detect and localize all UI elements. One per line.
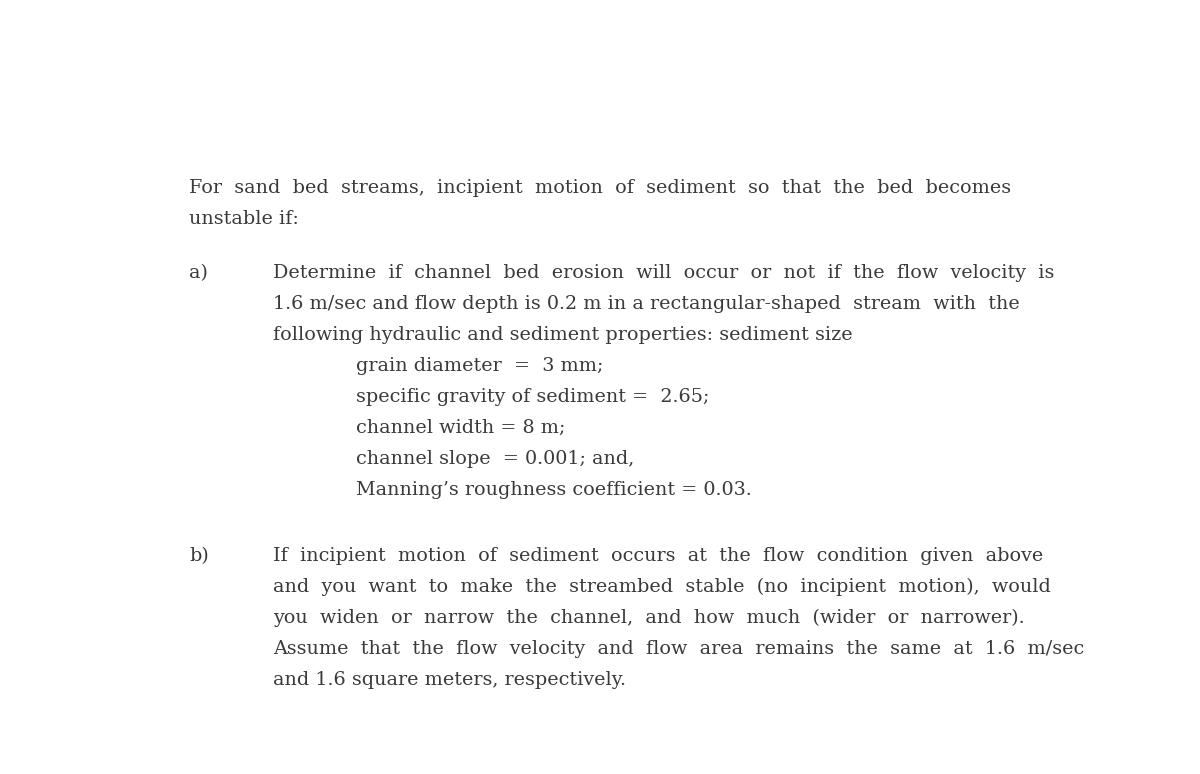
- Text: specific gravity of sediment =  2.65;: specific gravity of sediment = 2.65;: [356, 388, 710, 406]
- Text: unstable if:: unstable if:: [190, 211, 299, 228]
- Text: grain diameter  =  3 mm;: grain diameter = 3 mm;: [356, 357, 604, 375]
- Text: channel slope  = 0.001; and,: channel slope = 0.001; and,: [356, 450, 635, 467]
- Text: a): a): [190, 264, 208, 282]
- Text: 1.6 m/sec and flow depth is 0.2 m in a rectangular-shaped  stream  with  the: 1.6 m/sec and flow depth is 0.2 m in a r…: [272, 295, 1020, 313]
- Text: Manning’s roughness coefficient = 0.03.: Manning’s roughness coefficient = 0.03.: [356, 481, 752, 499]
- Text: If  incipient  motion  of  sediment  occurs  at  the  flow  condition  given  ab: If incipient motion of sediment occurs a…: [272, 546, 1043, 565]
- Text: and  you  want  to  make  the  streambed  stable  (no  incipient  motion),  woul: and you want to make the streambed stabl…: [272, 577, 1051, 596]
- Text: and 1.6 square meters, respectively.: and 1.6 square meters, respectively.: [272, 671, 625, 689]
- Text: you  widen  or  narrow  the  channel,  and  how  much  (wider  or  narrower).: you widen or narrow the channel, and how…: [272, 608, 1025, 627]
- Text: b): b): [190, 546, 209, 565]
- Text: following hydraulic and sediment properties: sediment size: following hydraulic and sediment propert…: [272, 326, 852, 344]
- Text: For  sand  bed  streams,  incipient  motion  of  sediment  so  that  the  bed  b: For sand bed streams, incipient motion o…: [190, 180, 1012, 197]
- Text: Determine  if  channel  bed  erosion  will  occur  or  not  if  the  flow  veloc: Determine if channel bed erosion will oc…: [272, 264, 1054, 282]
- Text: channel width = 8 m;: channel width = 8 m;: [356, 419, 566, 437]
- Text: Assume  that  the  flow  velocity  and  flow  area  remains  the  same  at  1.6 : Assume that the flow velocity and flow a…: [272, 639, 1084, 658]
